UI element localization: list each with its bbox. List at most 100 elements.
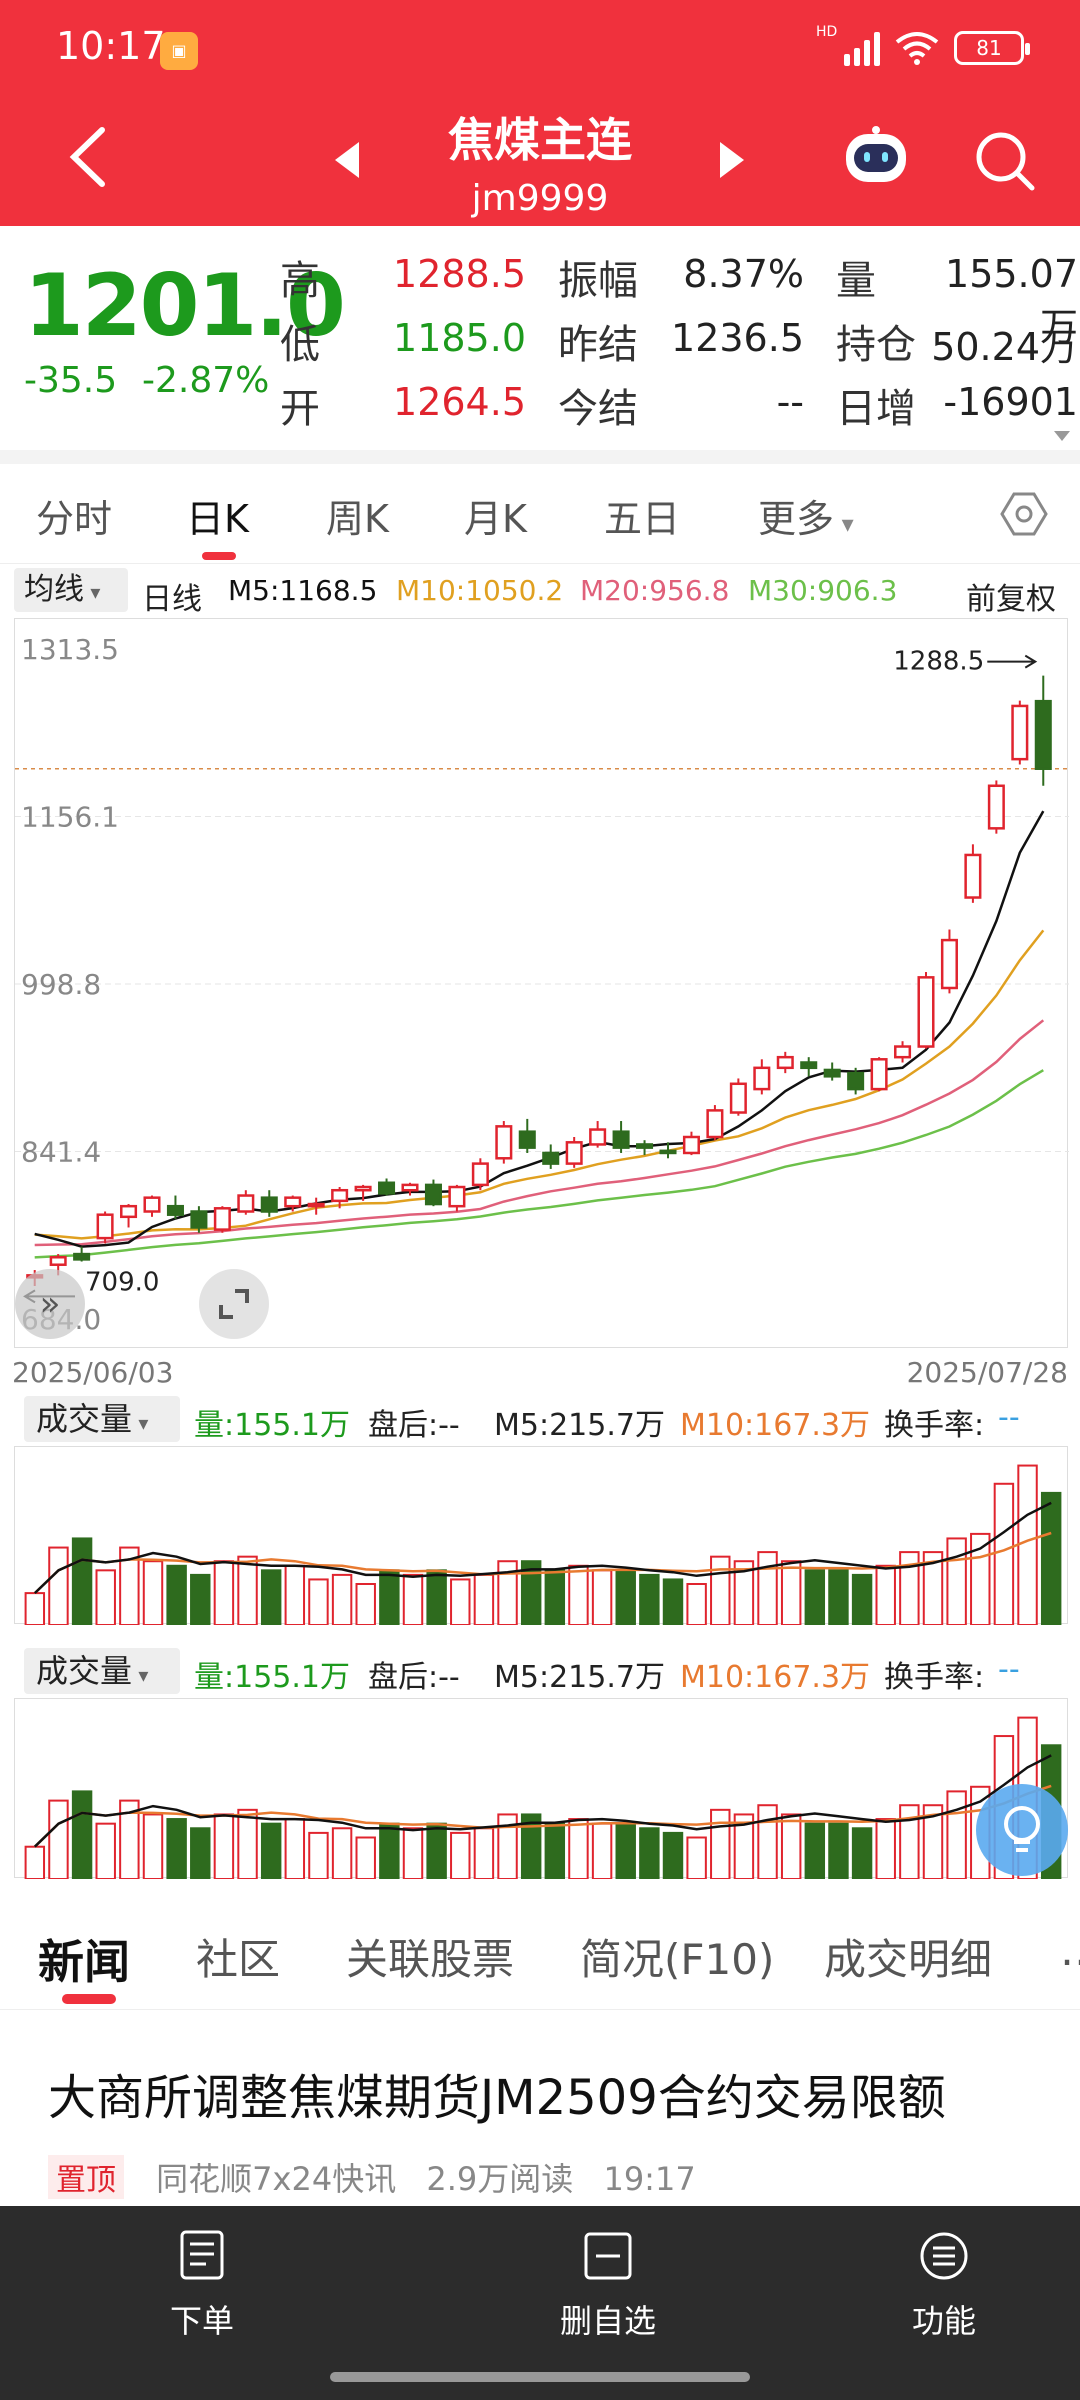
volume-bar: [95, 1569, 116, 1627]
vol-ma5-line: [33, 1754, 1052, 1848]
tab-trade-details[interactable]: 成交明细: [824, 1935, 993, 1984]
candle: [682, 1131, 700, 1156]
candle: [636, 1140, 654, 1156]
volume-bar: [190, 1573, 211, 1626]
tab-news[interactable]: 新闻: [38, 1935, 130, 1989]
news-headline[interactable]: 大商所调整焦煤期货JM2509合约交易限额: [48, 2070, 946, 2126]
settle-value: --: [776, 380, 804, 424]
indicator-select[interactable]: 均线 ▾: [14, 568, 128, 612]
candle: [260, 1190, 278, 1217]
lightbulb-icon: [1004, 1806, 1040, 1852]
tab-more[interactable]: 更多 ▾: [758, 488, 854, 543]
ma5-line: [34, 810, 1045, 1248]
tab-monthly-k[interactable]: 月K: [464, 497, 527, 541]
volume-bar: [993, 1482, 1015, 1627]
volume-bar: [615, 1822, 636, 1880]
order-form-icon: [180, 2230, 224, 2280]
tab-five-day[interactable]: 五日: [604, 497, 681, 541]
candle: [73, 1246, 91, 1262]
indicator-select-label: 均线: [24, 572, 84, 607]
candle: [143, 1195, 161, 1217]
collapse-chart-button[interactable]: »: [15, 1269, 85, 1339]
ma5-value: M5:1168.5: [228, 574, 378, 607]
candle: [354, 1184, 372, 1201]
order-button[interactable]: 下单: [122, 2228, 282, 2342]
volume-bar: [639, 1827, 660, 1880]
vol-ma10-line: [33, 1784, 1052, 1848]
high-label: 高: [280, 258, 320, 304]
volume-bar: [260, 1569, 282, 1627]
tab-related-stocks[interactable]: 关联股票: [346, 1935, 515, 1984]
tab-weekly-k[interactable]: 周K: [326, 497, 389, 541]
volume-bar: [426, 1822, 447, 1880]
idea-bulb-button[interactable]: [976, 1784, 1068, 1876]
volume-chart[interactable]: [14, 1446, 1068, 1627]
status-bar: 10:17 ▣ HD 81: [0, 0, 1080, 100]
volume-bar: [190, 1827, 211, 1880]
volume-bar: [804, 1569, 826, 1627]
candle: [307, 1197, 325, 1215]
volume-bar: [804, 1822, 826, 1880]
volume-bar: [686, 1836, 707, 1880]
ai-assistant-icon[interactable]: [838, 126, 914, 190]
volume-chart-2[interactable]: [14, 1698, 1068, 1881]
order-label: 下单: [169, 2302, 234, 2340]
fullscreen-button[interactable]: [199, 1269, 269, 1339]
volume-bar: [213, 1813, 235, 1880]
volume-bar: [166, 1564, 187, 1626]
after-hours-value: 盘后:--: [368, 1408, 460, 1443]
tab-community[interactable]: 社区: [196, 1935, 281, 1984]
low-value: 1185.0: [393, 316, 526, 360]
ma10-line: [34, 929, 1045, 1240]
high-value: 1288.5: [393, 252, 526, 296]
tab-profile[interactable]: 简况(F10): [580, 1935, 775, 1984]
expand-caret-icon[interactable]: [1054, 431, 1070, 441]
volume-bar: [946, 1790, 967, 1880]
search-icon[interactable]: [970, 126, 1040, 196]
candle: [495, 1121, 513, 1164]
back-icon[interactable]: [60, 122, 120, 192]
candle: [894, 1041, 912, 1063]
volume-indicator-select[interactable]: 成交量 ▾: [24, 1396, 180, 1442]
remove-watchlist-button[interactable]: 删自选: [528, 2228, 688, 2342]
volume-bar: [851, 1573, 873, 1626]
volume-bar: [780, 1560, 802, 1626]
pinned-badge: 置顶: [48, 2155, 124, 2199]
battery-icon: 81: [954, 31, 1030, 65]
volume-bar: [24, 1845, 46, 1881]
volume-bar: [710, 1808, 731, 1880]
page-title: 焦煤主连: [448, 113, 632, 167]
candle: [331, 1187, 349, 1209]
functions-label: 功能: [911, 2302, 976, 2340]
prev-contract-icon[interactable]: [335, 142, 359, 178]
volume-indicator-label: 成交量: [36, 1652, 133, 1690]
open-label: 开: [280, 386, 320, 432]
volume-bar: [473, 1827, 495, 1880]
ma10-value: M10:1050.2: [396, 574, 564, 607]
vol-m10-value: M10:167.3万: [680, 1408, 871, 1443]
contract-code: jm9999: [471, 178, 609, 219]
volume-bar: [450, 1578, 471, 1626]
volume-bar: [875, 1564, 896, 1626]
tab-daily-k[interactable]: 日K: [186, 497, 249, 541]
bottom-toolbar: 下单 删自选 功能: [0, 2206, 1080, 2400]
volume-bar: [71, 1790, 93, 1880]
tab-intraday[interactable]: 分时: [36, 497, 113, 541]
adjust-toggle[interactable]: 前复权: [966, 582, 1056, 617]
tab-more-news[interactable]: …: [1060, 1926, 1080, 1975]
open-value: 1264.5: [393, 380, 526, 424]
vol-m10-value: M10:167.3万: [680, 1660, 871, 1695]
news-tabs: 新闻 社区 关联股票 简况(F10) 成交明细 …: [0, 1890, 1080, 2010]
volume-bar: [48, 1546, 69, 1626]
candle: [166, 1195, 184, 1219]
volume-bar: [757, 1551, 778, 1626]
volume-bar: [355, 1583, 376, 1626]
volume-bar: [166, 1818, 187, 1880]
functions-button[interactable]: 功能: [864, 2228, 1024, 2342]
volume-indicator-select-2[interactable]: 成交量 ▾: [24, 1648, 180, 1694]
news-tab-indicator: [62, 1994, 116, 2004]
next-contract-icon[interactable]: [720, 142, 744, 178]
chart-settings-icon[interactable]: [1000, 490, 1048, 538]
